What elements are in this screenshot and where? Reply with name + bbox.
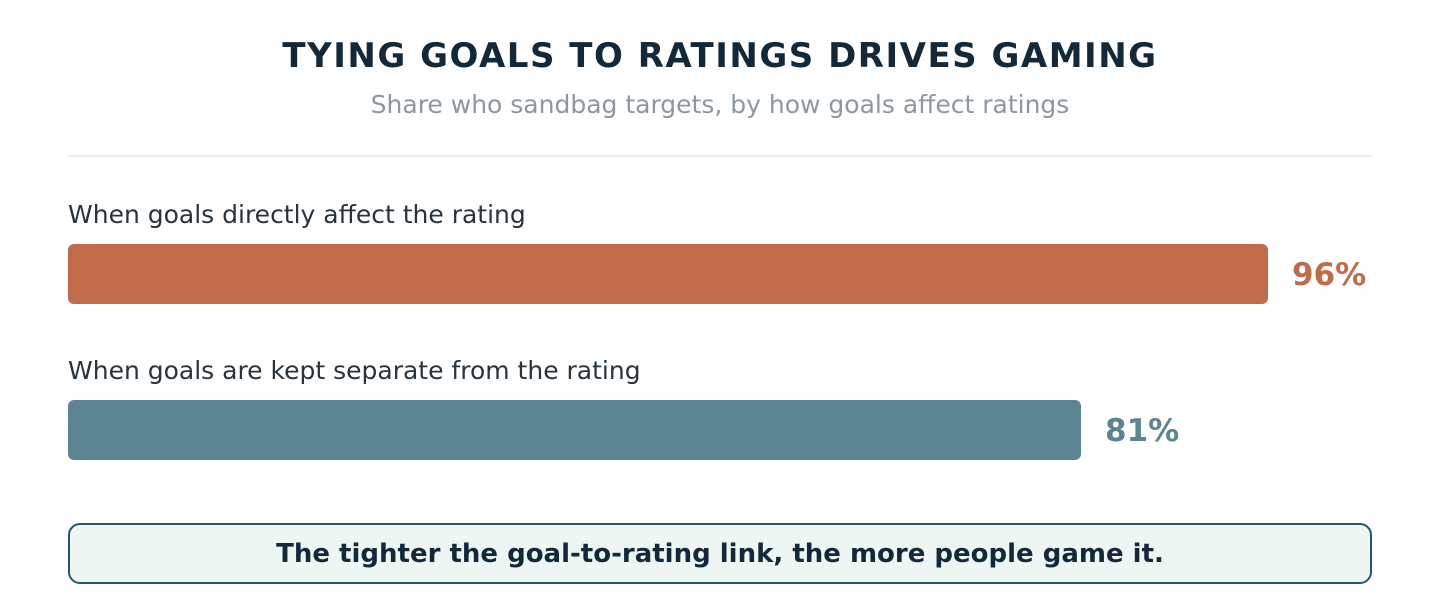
callout-box: The tighter the goal-to-rating link, the… [68,523,1372,584]
value-label: 96% [1292,257,1367,293]
bar [68,244,1268,304]
category-label: When goals are kept separate from the ra… [68,356,641,385]
divider [68,155,1372,157]
category-label: When goals directly affect the rating [68,200,526,229]
value-label: 81% [1105,413,1180,449]
chart-subtitle: Share who sandbag targets, by how goals … [370,90,1070,119]
bar [68,400,1081,460]
chart-title: TYING GOALS TO RATINGS DRIVES GAMING [282,36,1158,76]
callout-text: The tighter the goal-to-rating link, the… [276,538,1164,569]
